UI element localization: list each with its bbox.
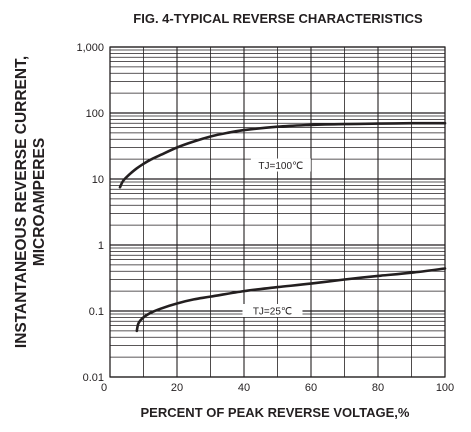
series-label-1: TJ=100℃ <box>258 161 303 172</box>
series-line-1 <box>118 121 447 189</box>
series-label-background <box>250 158 311 172</box>
series-label-background <box>242 304 303 317</box>
y-tick-label: 0.01 <box>83 372 104 384</box>
series-label-2: TJ=25℃ <box>253 307 292 318</box>
y-tick-label: 100 <box>86 108 104 120</box>
data-series: TJ=100℃ TJ=25℃ <box>118 121 447 333</box>
x-tick-label: 0 <box>101 382 107 394</box>
y-axis-label-line2: MICROAMPERES <box>31 138 48 266</box>
axis-tick-labels: 0 20 40 60 80 100 0.01 0.1 1 10 100 1,000 <box>76 42 454 394</box>
y-tick-label: 0.1 <box>89 306 104 318</box>
x-axis-label: PERCENT OF PEAK REVERSE VOLTAGE,% <box>141 405 410 420</box>
series-line-2 <box>135 267 447 333</box>
y-axis-label-line1: INSTANTANEOUS REVERSE CURRENT, <box>13 56 30 348</box>
x-tick-label: 60 <box>305 382 317 394</box>
plot-frame <box>109 46 446 378</box>
y-tick-label: 1 <box>98 240 104 252</box>
y-tick-label: 10 <box>92 174 104 186</box>
x-tick-label: 20 <box>171 382 183 394</box>
x-tick-label: 40 <box>238 382 250 394</box>
x-tick-label: 100 <box>436 382 454 394</box>
x-tick-label: 80 <box>372 382 384 394</box>
plot-grid <box>109 46 446 378</box>
chart-title: FIG. 4-TYPICAL REVERSE CHARACTERISTICS <box>133 11 423 26</box>
y-tick-label: 1,000 <box>76 42 104 54</box>
